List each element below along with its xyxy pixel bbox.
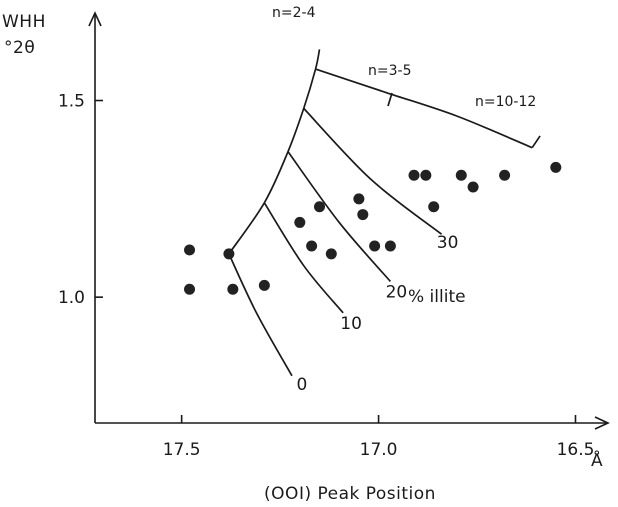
illite-curve-0 xyxy=(228,253,293,377)
boundary-curve-1 xyxy=(315,68,533,149)
x-axis-title: (OOI) Peak Position xyxy=(264,484,436,504)
data-point-8 xyxy=(325,248,337,260)
data-point-14 xyxy=(420,169,432,181)
y-tick-label-1: 1.0 xyxy=(58,288,85,308)
illite-curve-20 xyxy=(287,151,392,282)
y-tick-label-0: 1.5 xyxy=(58,92,85,112)
data-point-2 xyxy=(227,283,239,295)
data-points xyxy=(184,161,562,295)
n-label-10-12: n=10-12 xyxy=(475,94,536,110)
data-point-1 xyxy=(184,283,196,295)
n-label-3-5: n=3-5 xyxy=(368,63,411,79)
data-point-0 xyxy=(184,244,196,256)
x-ticks: 17.5 17.0 16.5 xyxy=(163,415,595,460)
boundary-curve-0 xyxy=(228,49,321,255)
illite-curves: 0 10 20 30 xyxy=(228,107,459,395)
y-ticks: 1.5 1.0 xyxy=(58,92,103,308)
illite-curve-10 xyxy=(263,202,344,314)
illite-annotation: % illite xyxy=(408,287,466,307)
data-point-19 xyxy=(550,161,562,173)
n-label-2-4: n=2-4 xyxy=(272,5,316,21)
data-point-15 xyxy=(428,201,440,213)
data-point-11 xyxy=(369,240,381,252)
data-point-3 xyxy=(258,279,270,291)
n-3-5-tick xyxy=(387,92,393,107)
data-point-17 xyxy=(467,181,479,193)
y-axis-title-line1: WHH xyxy=(2,12,46,32)
data-point-9 xyxy=(353,193,365,205)
illite-curve-label-0: 0 xyxy=(297,375,308,395)
data-point-18 xyxy=(499,169,511,181)
x-tick-label-2: 16.5 xyxy=(557,440,595,460)
boundary-curves xyxy=(228,49,541,255)
illite-curve-label-20: 20 xyxy=(386,282,408,302)
data-point-12 xyxy=(384,240,396,252)
illite-curve-label-10: 10 xyxy=(340,314,362,334)
data-point-7 xyxy=(306,240,318,252)
illite-curve-30 xyxy=(303,107,443,235)
y-axis-arrow xyxy=(88,11,102,27)
boundary-curve-2 xyxy=(531,135,541,149)
x-tick-label-0: 17.5 xyxy=(163,440,201,460)
y-axis-title-line2: °2θ xyxy=(4,38,35,58)
illite-curve-label-30: 30 xyxy=(437,233,459,253)
data-point-4 xyxy=(223,248,235,260)
x-axis-unit: Å xyxy=(591,449,603,471)
data-point-16 xyxy=(455,169,467,181)
x-axis-arrow xyxy=(594,416,610,430)
data-point-6 xyxy=(313,201,325,213)
data-point-13 xyxy=(408,169,420,181)
data-point-5 xyxy=(294,216,306,228)
data-point-10 xyxy=(357,209,369,221)
x-tick-label-1: 17.0 xyxy=(360,440,398,460)
